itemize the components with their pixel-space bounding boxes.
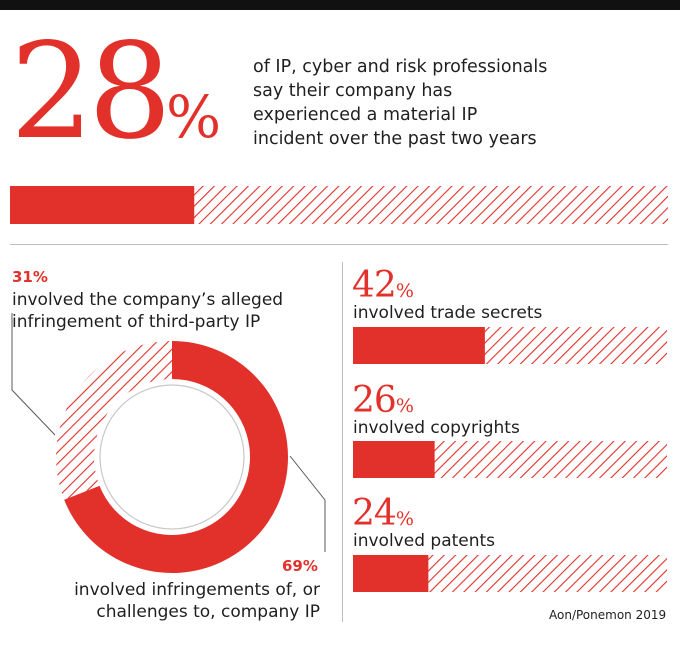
top-border <box>0 0 680 10</box>
headline-bar-fill <box>10 186 195 224</box>
headline-percent-sign: % <box>165 83 222 151</box>
leader-line-company-ip <box>289 455 326 552</box>
third-party-percent: 31% <box>12 268 48 286</box>
donut-slice-company-ip <box>64 341 288 574</box>
headline-bar <box>10 186 668 224</box>
company-ip-label: involved infringements of, or challenges… <box>74 580 320 622</box>
category-bar <box>353 327 667 364</box>
category-label: involved copyrights <box>353 418 520 438</box>
donut-slice-third-party <box>55 341 173 500</box>
headline-stat: 28% <box>10 26 221 158</box>
horizontal-divider <box>10 244 668 245</box>
category-label: involved trade secrets <box>353 303 543 323</box>
leader-line-third-party <box>11 313 56 436</box>
category-value: 26% <box>352 380 414 421</box>
category-bar <box>353 555 667 592</box>
headline-number: 28 <box>10 15 172 169</box>
category-bar-fill <box>353 327 485 364</box>
third-party-label: involved the company’s alleged infringem… <box>12 290 284 332</box>
donut-inner-ring <box>99 384 245 530</box>
category-bar <box>353 441 667 478</box>
category-bar-fill <box>353 555 429 592</box>
category-value: 42% <box>352 265 414 306</box>
vertical-divider <box>342 262 343 622</box>
company-ip-percent: 69% <box>282 557 318 575</box>
category-bar-fill <box>353 441 435 478</box>
headline-text: of IP, cyber and risk professionals say … <box>253 57 548 149</box>
source-note: Aon/Ponemon 2019 <box>549 608 667 622</box>
category-value: 24% <box>352 493 414 534</box>
category-label: involved patents <box>353 531 496 551</box>
